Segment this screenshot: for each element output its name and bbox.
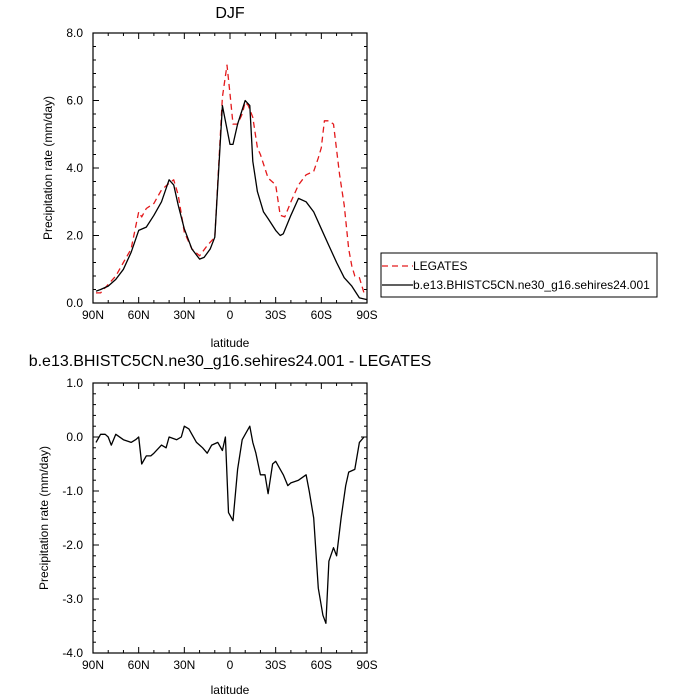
top-x-axis-label: latitude [211,336,250,350]
bottom-x-tick-label: 90S [356,658,377,672]
chart-legend: LEGATES b.e13.BHISTC5CN.ne30_g16.sehires… [380,252,658,298]
top-x-tick-label: 0 [227,308,234,322]
top-x-tick-label: 30S [265,308,286,322]
top-y-tick-label: 0.0 [66,296,83,310]
legend-label-legates: LEGATES [413,259,467,273]
top-y-tick-label: 4.0 [66,161,83,175]
top-x-tick-label: 90N [82,308,104,322]
top-y-tick-label: 6.0 [66,94,83,108]
top-x-tick-label: 30N [173,308,195,322]
top-x-tick-label: 90S [356,308,377,322]
top-y-tick-label: 8.0 [66,26,83,40]
bottom-y-tick-label: -4.0 [62,646,83,660]
top-series-line-1 [95,99,368,301]
bottom-y-tick-label: 1.0 [66,376,83,390]
top-plot-frame [92,32,368,304]
bottom-series-line-0 [95,425,365,624]
top-series-line-0 [96,64,365,294]
bottom-y-tick-label: -1.0 [62,484,83,498]
bottom-y-tick-label: -3.0 [62,592,83,606]
legend-label-model: b.e13.BHISTC5CN.ne30_g16.sehires24.001 [413,278,650,292]
top-plot-area: 90N 60N 30N 0 30S 60S 90S 0.0 2.0 4.0 6.0 8.0 [66,26,377,322]
top-x-tick-label: 60N [128,308,150,322]
top-y-axis-label: Precipitation rate (mm/day) [41,96,55,240]
bottom-x-tick-label: 30S [265,658,286,672]
top-y-tick-label: 2.0 [66,229,83,243]
top-chart-title: DJF [215,5,245,22]
bottom-y-tick-label: -2.0 [62,538,83,552]
bottom-x-tick-label: 30N [173,658,195,672]
bottom-chart-title: b.e13.BHISTC5CN.ne30_g16.sehires24.001 -… [29,353,432,370]
bottom-x-tick-label: 90N [82,658,104,672]
bottom-y-tick-label: 0.0 [66,430,83,444]
bottom-x-tick-label: 60S [311,658,332,672]
top-x-tick-label: 60S [311,308,332,322]
bottom-panel: b.e13.BHISTC5CN.ne30_g16.sehires24.001 -… [29,353,432,697]
bottom-y-axis-label: Precipitation rate (mm/day) [37,446,51,590]
legend-frame [380,252,658,298]
bottom-plot-area: 90N 60N 30N 0 30S 60S 90S -4.0 -3.0 -2.0 -1.0 0.0 1.… [62,376,377,672]
top-panel: DJF 90N 60N 30N 0 30S 60S 90S 0.0 2.0 4.0 6.0 8.0 l… [41,5,658,350]
bottom-x-tick-label: 60N [128,658,150,672]
bottom-x-axis-label: latitude [211,683,250,697]
bottom-x-tick-label: 0 [227,658,234,672]
